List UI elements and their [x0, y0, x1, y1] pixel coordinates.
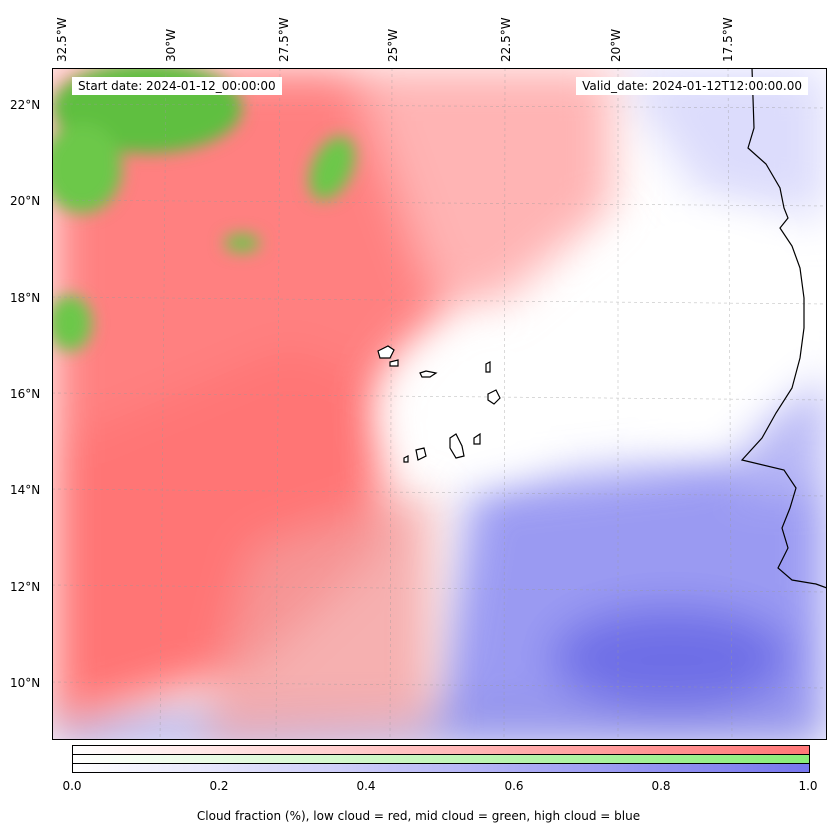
colorbar-tick: 0.8 [651, 779, 671, 793]
lon-label-17-5w: 17.5°W [721, 17, 735, 62]
colorbar-tick: 0.4 [356, 779, 376, 793]
lat-label-18n: 18°N [10, 291, 41, 305]
colorbar-tick: 0.2 [209, 779, 229, 793]
lat-label-12n: 12°N [10, 580, 41, 594]
colorbar-tick: 0.0 [62, 779, 82, 793]
island-brava [403, 455, 409, 463]
lat-label-20n: 20°N [10, 194, 41, 208]
lat-label-16n: 16°N [10, 387, 41, 401]
lon-label-32-5w: 32.5°W [55, 17, 69, 62]
island-boa-vista [487, 389, 501, 405]
lon-label-30w: 30°W [164, 28, 178, 62]
lat-label-10n: 10°N [10, 676, 41, 690]
island-santo-antao [377, 345, 395, 359]
lat-label-14n: 14°N [10, 483, 41, 497]
lon-label-27-5w: 27.5°W [277, 17, 291, 62]
colorbar-high-cloud [72, 763, 810, 773]
lat-label-22n: 22°N [10, 98, 41, 112]
lon-label-25w: 25°W [386, 28, 400, 62]
lon-label-22-5w: 22.5°W [499, 17, 513, 62]
colorbar-caption: Cloud fraction (%), low cloud = red, mid… [196, 809, 641, 823]
island-fogo [415, 447, 427, 461]
island-santiago [449, 433, 465, 459]
africa-coastline [740, 68, 827, 589]
island-maio [473, 432, 481, 445]
island-sao-vicente [389, 359, 399, 367]
lon-label-20w: 20°W [609, 28, 623, 62]
valid-date-label: Valid_date: 2024-01-12T12:00:00.00 [576, 77, 808, 95]
island-sal [485, 361, 491, 373]
colorbar-tick: 0.6 [504, 779, 524, 793]
cloud-map [52, 68, 827, 740]
start-date-label: Start date: 2024-01-12_00:00:00 [72, 77, 282, 95]
colorbar-tick: 1.0 [798, 779, 818, 793]
island-sao-nicolau [419, 370, 438, 378]
